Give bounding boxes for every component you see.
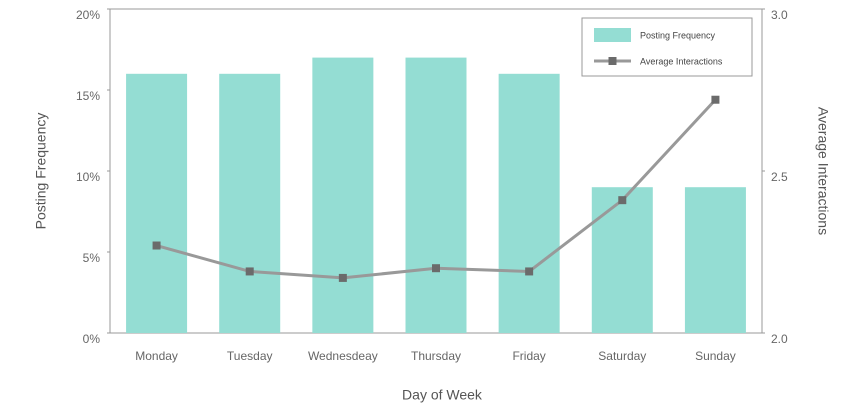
x-tick-label: Saturday [598,349,646,363]
y2-tick-label: 3.0 [771,8,788,22]
legend-swatch [594,28,631,42]
x-tick-label: Monday [135,349,178,363]
line-marker [338,273,347,282]
line-marker [245,267,254,276]
x-axis-title: Day of Week [402,387,483,403]
y-tick-label: 15% [76,89,100,103]
y2-tick-label: 2.0 [771,332,788,346]
line-marker [432,264,440,273]
x-tick-label: Tuesday [227,349,273,363]
y2-axis-title: Average Interactions [815,107,831,235]
line-marker [525,267,534,276]
line-marker [618,196,627,205]
bar [219,73,281,334]
y-tick-label: 0% [83,332,101,346]
x-tick-label: Sunday [695,349,736,363]
bar [684,187,746,333]
y-tick-label: 5% [83,251,101,265]
x-tick-label: Thursday [411,349,461,363]
line-marker [711,95,720,104]
bar [126,73,188,334]
legend-label: Average Interactions [640,56,723,66]
y-tick-label: 20% [76,8,100,22]
y-tick-label: 10% [76,170,100,184]
x-tick-label: Wednesdeay [308,349,378,363]
bar [312,57,374,333]
legend-box [581,17,753,77]
x-tick-label: Friday [512,349,545,363]
y-axis-title: Posting Frequency [33,113,49,230]
legend-marker [608,57,617,65]
line-marker [152,241,161,250]
y2-tick-label: 2.5 [771,170,788,184]
bar [498,73,560,334]
bar [591,187,653,333]
legend-label: Posting Frequency [640,30,716,40]
bar [405,57,467,333]
